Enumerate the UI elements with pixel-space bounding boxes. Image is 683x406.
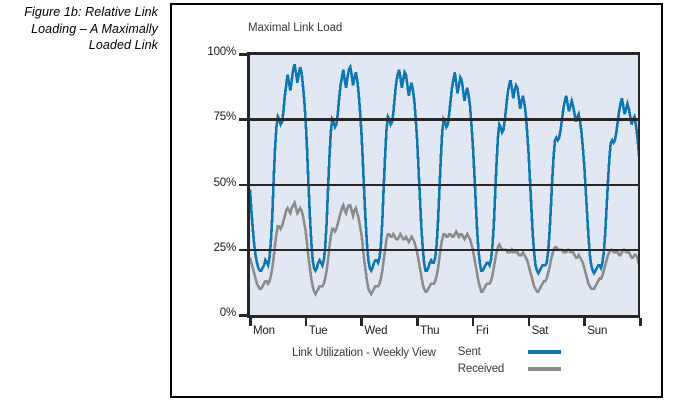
gridline [250,118,640,121]
plot-series-svg [250,63,640,297]
chart-title: Maximal Link Load [248,22,343,34]
y-axis-label: 0% [219,307,236,319]
y-axis-label: 100% [207,46,236,58]
series-line-sent [250,63,640,277]
x-axis-label: Wed [364,325,388,337]
y-axis-tick [239,248,248,252]
legend-item-label: Sent [457,346,481,358]
x-axis-label: Tue [308,325,328,337]
plot-right-border [638,52,640,318]
x-axis-tick [416,318,419,326]
legend-item-label: Received [457,363,505,375]
y-axis-tick [239,118,248,121]
legend-color-swatch [527,350,561,354]
y-axis-label: 50% [213,176,237,189]
plot-area [250,54,640,315]
x-axis-tick [527,318,531,326]
legend-item-received: Received [458,363,561,375]
y-axis-line [247,52,250,318]
legend-item-sent: Sent [458,346,561,358]
y-axis-label: 75% [213,111,237,124]
x-axis-tick [583,318,586,326]
y-axis-tick [239,314,248,317]
x-axis-label: Mon [253,325,275,337]
y-axis-label: 25% [213,241,237,254]
x-axis-tick [360,318,363,326]
legend-caption: Link Utilization - Weekly View [292,347,436,359]
x-axis-line [247,315,640,318]
x-axis-label: Thu [420,325,440,337]
x-axis-tick [639,318,642,326]
x-axis-tick [249,318,252,326]
y-axis-tick [239,53,248,56]
gridline [250,183,640,186]
gridline [250,248,640,252]
x-axis-label: Fri [475,325,489,337]
x-axis-tick [471,318,475,326]
legend-entries: Sent Received [458,346,561,375]
y-axis-tick [239,183,248,186]
y-axis-labels: 0% 25% 50% 75% 100% [172,5,236,400]
figure-caption: Figure 1b: Relative Link Loading – A Max… [24,5,158,52]
x-axis-label: Sat [531,325,549,337]
x-axis-tick [304,318,308,326]
x-axis-label: Sun [587,325,608,337]
chart-legend: Link Utilization - Weekly View Sent Recei… [292,346,561,375]
figure-frame: Maximal Link Load 0% 25% 50% 75% 100% Mon Tue… [170,3,663,398]
series-line-received [250,199,640,297]
plot-top-border [250,52,640,55]
legend-color-swatch [527,367,561,371]
